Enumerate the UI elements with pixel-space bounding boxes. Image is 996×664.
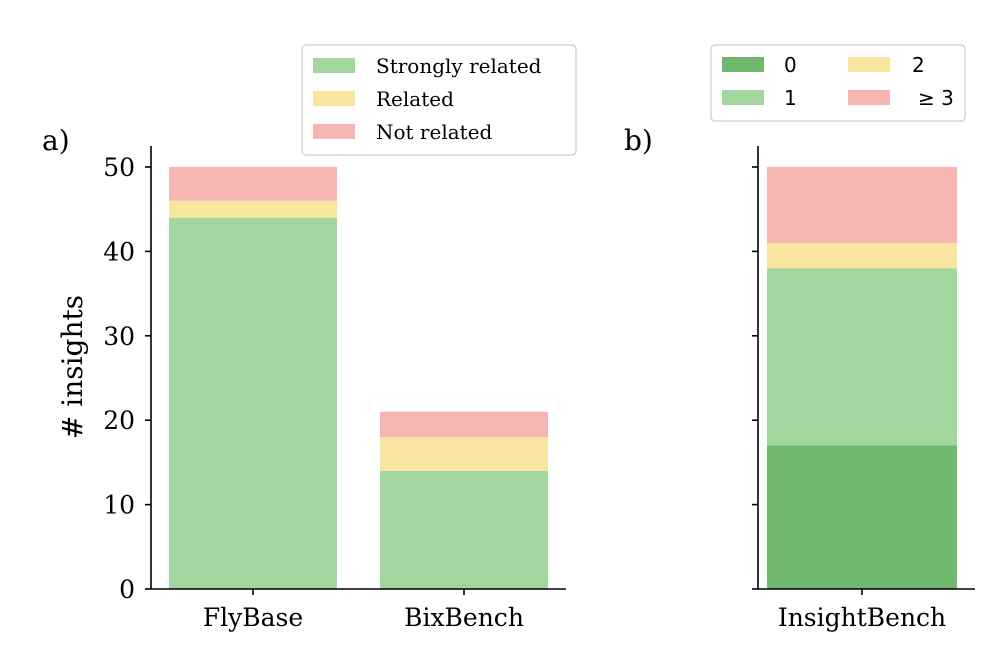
panel-b-plot: InsightBench <box>752 146 975 632</box>
y-tick-label-a-30: 30 <box>103 322 135 351</box>
legend-a-frame <box>301 44 577 156</box>
bar-a-bixbench-strongly-related <box>380 470 548 589</box>
y-tick-label-a-50: 50 <box>103 153 135 182</box>
bar-b-insightbench-gte-3 <box>767 167 957 243</box>
legend-b-frame <box>710 44 966 122</box>
legend-a: Strongly related Related Not related <box>301 44 577 156</box>
legend-b-swatch-3 <box>848 90 890 105</box>
legend-a-swatch-related <box>313 91 355 106</box>
legend-a-label-strongly-related: Strongly related <box>376 54 542 78</box>
x-tick-label-a-bixbench: BixBench <box>404 603 524 632</box>
y-tick-label-a-0: 0 <box>119 575 135 604</box>
legend-a-swatch-strongly-related <box>313 58 355 73</box>
legend-a-label-related: Related <box>376 87 454 111</box>
legend-b-swatch-1 <box>722 90 764 105</box>
bar-a-bixbench-not-related <box>380 411 548 438</box>
bar-a-flybase-strongly-related <box>169 217 337 589</box>
bar-b-insightbench-1 <box>767 268 957 446</box>
bar-a-bixbench-related <box>380 437 548 471</box>
legend-b-label-0: 0 <box>784 53 797 77</box>
legend-a-swatch-not-related <box>313 124 355 139</box>
panel-a-label: a) <box>42 124 70 157</box>
panel-a-plot: FlyBase BixBench 0 10 20 30 40 50 <box>103 146 566 632</box>
legend-b-label-3: ≥ 3 <box>918 86 954 110</box>
y-axis-label: # insights <box>56 295 89 439</box>
legend-b-label-1: 1 <box>784 86 797 110</box>
bar-b-insightbench-0 <box>767 445 957 589</box>
x-tick-label-a-flybase: FlyBase <box>203 603 303 632</box>
panel-b-label: b) <box>624 124 653 157</box>
legend-b-swatch-2 <box>848 57 890 72</box>
x-tick-label-b-insightbench: InsightBench <box>778 603 946 632</box>
legend-b-label-2: 2 <box>912 53 925 77</box>
y-tick-label-a-20: 20 <box>103 406 135 435</box>
bar-a-flybase-related <box>169 200 337 218</box>
legend-b-swatch-0 <box>722 57 764 72</box>
y-tick-label-a-40: 40 <box>103 237 135 266</box>
y-tick-label-a-10: 10 <box>103 491 135 520</box>
bar-a-flybase-not-related <box>169 167 337 201</box>
legend-a-label-not-related: Not related <box>376 120 493 144</box>
legend-b: 0 1 2 ≥ 3 <box>710 44 966 122</box>
bar-b-insightbench-2 <box>767 242 957 269</box>
